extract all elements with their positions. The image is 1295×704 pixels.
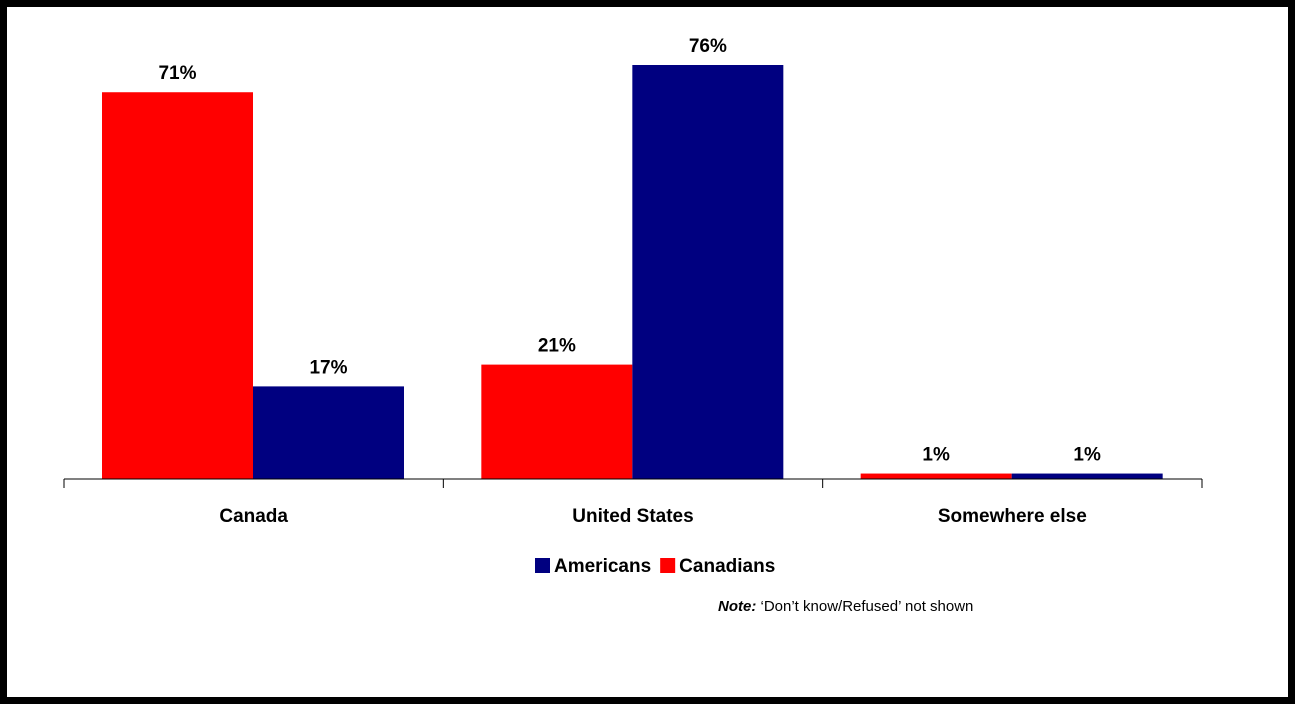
labels-layer: 71% 17% 21% 76% 1% 1% Canada United States Somew… [158,36,1101,527]
data-label-americans-somewhere-else: 1% [1073,445,1101,466]
data-label-canadians-somewhere-else: 1% [922,445,950,466]
category-label-somewhere-else: Somewhere else [938,506,1087,527]
bar-canadians-canada [102,92,253,479]
bar-canadians-united-states [481,364,633,479]
bar-canadians-somewhere-else [860,473,1012,479]
note-prefix: Note: [718,598,757,615]
footnote: Note: ‘Don’t know/Refused’ not shown [718,598,973,615]
legend-swatch-americans [535,558,550,573]
legend-swatch-canadians [660,558,676,573]
data-label-canadians-canada: 71% [158,63,196,84]
category-label-canada: Canada [219,506,288,527]
note-text: ‘Don’t know/Refused’ not shown [760,598,974,615]
bar-americans-canada [253,386,404,479]
legend-label-canadians: Canadians [679,556,775,577]
legend-label-americans: Americans [554,556,651,577]
bar-americans-united-states [632,65,784,479]
data-label-americans-united-states: 76% [689,36,727,57]
bar-americans-somewhere-else [1011,473,1163,479]
data-label-canadians-united-states: 21% [538,336,576,357]
data-label-americans-canada: 17% [309,357,347,378]
legend: Americans Canadians [535,556,775,577]
x-axis [63,478,1203,488]
bars-layer [102,65,1163,479]
category-label-united-states: United States [572,506,693,527]
